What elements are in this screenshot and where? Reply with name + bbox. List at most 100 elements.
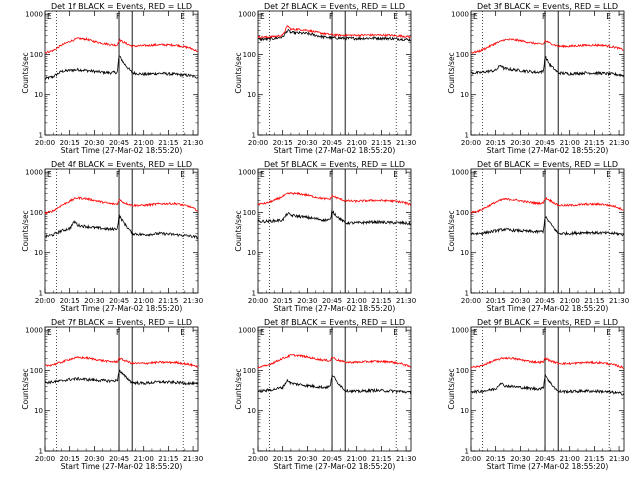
x-tick-label: 20:30: [297, 297, 317, 305]
y-tick-label: 1: [252, 448, 256, 456]
x-tick-label: 20:00: [35, 139, 55, 147]
y-tick-label: 100: [456, 367, 469, 375]
lld-series-line: [44, 196, 198, 215]
lld-series-line: [257, 25, 411, 39]
x-tick-label: 21:15: [371, 297, 391, 305]
x-tick-label: 20:15: [60, 455, 80, 463]
y-tick-label: 10: [247, 91, 256, 99]
x-axis-label: Start Time (27-Mar-02 18:55:20): [61, 462, 183, 471]
x-tick-label: 21:30: [183, 139, 203, 147]
x-tick-label: 20:15: [273, 139, 293, 147]
x-tick-label: 20:15: [273, 455, 293, 463]
events-series-line: [470, 374, 624, 396]
plot-frame: [470, 168, 625, 294]
time-marker-label: E: [260, 328, 265, 337]
time-marker-label: E: [260, 12, 265, 21]
y-axis-label: Counts/sec: [21, 210, 30, 251]
x-tick-label: 20:00: [35, 455, 55, 463]
x-tick-label: 20:00: [248, 297, 268, 305]
time-marker-label: E: [180, 170, 185, 179]
x-tick-label: 21:00: [560, 139, 580, 147]
y-axis-label: Counts/sec: [447, 210, 456, 251]
y-axis-label: Counts/sec: [234, 52, 243, 93]
time-marker-label: E: [393, 328, 398, 337]
y-tick-label: 100: [456, 51, 469, 59]
x-tick-label: 20:00: [461, 455, 481, 463]
x-tick-label: 21:15: [584, 139, 604, 147]
time-marker-label: E: [606, 170, 611, 179]
x-axis-label: Start Time (27-Mar-02 18:55:20): [274, 462, 396, 471]
y-tick-label: 10: [247, 407, 256, 415]
x-tick-label: 21:00: [347, 139, 367, 147]
x-tick-label: 21:00: [347, 297, 367, 305]
time-marker-label: E: [260, 170, 265, 179]
plot-frame: [257, 10, 412, 136]
time-marker-label: F: [329, 170, 333, 179]
x-tick-label: 20:30: [510, 139, 530, 147]
x-tick-label: 20:15: [486, 297, 506, 305]
x-axis-label: Start Time (27-Mar-02 18:55:20): [61, 146, 183, 155]
y-tick-label: 1: [465, 132, 469, 140]
panel-2: Det 2f BLACK = Events, RED = LLD 1 10 100 10…: [234, 2, 416, 155]
x-tick-label: 20:15: [486, 139, 506, 147]
y-tick-label: 1000: [238, 327, 256, 335]
lld-series-line: [470, 196, 624, 214]
y-tick-label: 100: [243, 367, 256, 375]
panel-3: Det 3f BLACK = Events, RED = LLD 1 10 100 10…: [447, 2, 629, 155]
x-axis-label: Start Time (27-Mar-02 18:55:20): [487, 462, 609, 471]
time-marker-label: E: [473, 12, 478, 21]
time-marker-label: E: [47, 328, 52, 337]
lld-series-line: [470, 38, 624, 54]
time-marker-label: E: [473, 328, 478, 337]
x-tick-label: 21:30: [396, 297, 416, 305]
y-tick-label: 100: [30, 367, 43, 375]
time-marker-label: F: [329, 12, 333, 21]
y-tick-label: 1000: [25, 169, 43, 177]
time-marker-label: E: [393, 170, 398, 179]
x-tick-label: 21:15: [158, 455, 178, 463]
events-series-line: [257, 28, 411, 42]
x-tick-label: 21:00: [560, 455, 580, 463]
plot-frame: [44, 168, 199, 294]
time-marker-label: F: [542, 12, 546, 21]
y-tick-label: 1000: [25, 327, 43, 335]
panel-title: Det 6f BLACK = Events, RED = LLD: [477, 160, 618, 169]
y-tick-label: 100: [30, 51, 43, 59]
x-tick-label: 21:15: [584, 297, 604, 305]
y-tick-label: 1000: [451, 169, 469, 177]
events-series-line: [44, 369, 198, 386]
panel-5: Det 5f BLACK = Events, RED = LLD 1 10 100 10…: [234, 160, 416, 313]
events-series-line: [257, 210, 411, 227]
time-marker-label: F: [116, 12, 120, 21]
events-series-line: [470, 216, 624, 237]
x-tick-label: 20:00: [461, 139, 481, 147]
y-tick-label: 1: [39, 132, 43, 140]
plot-frame: [257, 168, 412, 294]
x-tick-label: 20:30: [297, 455, 317, 463]
x-tick-label: 20:15: [60, 297, 80, 305]
x-tick-label: 20:00: [248, 455, 268, 463]
time-marker-label: E: [47, 12, 52, 21]
y-tick-label: 1: [39, 448, 43, 456]
x-tick-label: 20:45: [109, 455, 129, 463]
x-tick-label: 21:15: [158, 139, 178, 147]
events-series-line: [257, 374, 411, 394]
y-tick-label: 100: [30, 209, 43, 217]
x-tick-label: 21:30: [396, 455, 416, 463]
lld-series-line: [470, 356, 624, 369]
y-axis-label: Counts/sec: [234, 210, 243, 251]
panel-1: Det 1f BLACK = Events, RED = LLD 1 10 100 10…: [21, 2, 203, 155]
y-tick-label: 1000: [451, 11, 469, 19]
time-marker-label: E: [180, 12, 185, 21]
panel-title: Det 1f BLACK = Events, RED = LLD: [51, 2, 192, 11]
y-tick-label: 1: [39, 290, 43, 298]
panel-4: Det 4f BLACK = Events, RED = LLD 1 10 100 10…: [21, 160, 203, 313]
time-marker-label: F: [542, 328, 546, 337]
panel-6: Det 6f BLACK = Events, RED = LLD 1 10 100 10…: [447, 160, 629, 313]
events-series-line: [44, 55, 198, 81]
panel-7: Det 7f BLACK = Events, RED = LLD 1 10 100 10…: [21, 318, 203, 471]
x-tick-label: 21:00: [134, 139, 154, 147]
x-tick-label: 20:30: [84, 455, 104, 463]
time-marker-label: E: [180, 328, 185, 337]
panel-title: Det 7f BLACK = Events, RED = LLD: [51, 318, 192, 327]
